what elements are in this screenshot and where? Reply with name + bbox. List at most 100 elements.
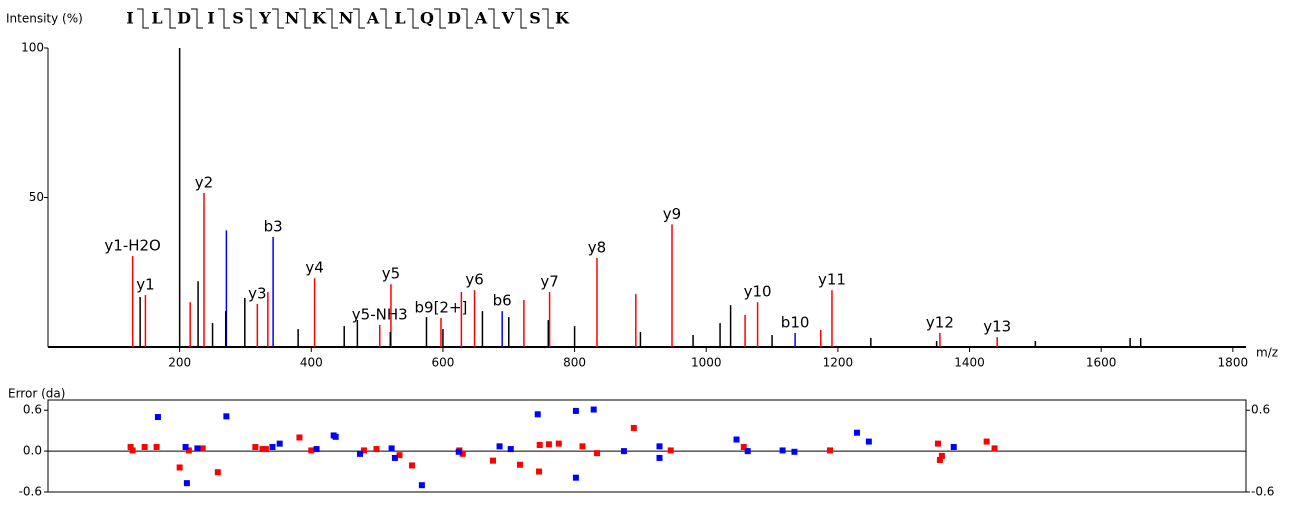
sequence-residue: K: [555, 9, 570, 28]
error-point: [791, 448, 798, 455]
error-point: [223, 413, 230, 420]
sequence-residue: D: [447, 9, 461, 28]
sequence-residue: S: [529, 9, 541, 28]
sequence-residue: L: [151, 9, 162, 28]
sequence-residue: N: [285, 9, 300, 28]
y-tick-label: 0.6: [23, 403, 42, 417]
cleavage-marker: [407, 8, 419, 29]
x-tick-label: 1600: [1086, 356, 1117, 370]
error-point: [991, 445, 998, 452]
sequence-residue: A: [474, 9, 488, 28]
x-tick-label: 200: [168, 356, 191, 370]
x-tick-label: 800: [563, 356, 586, 370]
error-point: [154, 414, 161, 421]
error-point: [360, 447, 367, 454]
error-point: [630, 424, 637, 431]
error-point: [388, 445, 395, 452]
error-point: [779, 447, 786, 454]
error-point: [934, 440, 941, 447]
sequence-residue: S: [232, 9, 244, 28]
sequence-residue: I: [126, 9, 133, 28]
peak-label: b6: [493, 292, 512, 310]
y2-tick-label: 0.6: [1251, 403, 1270, 417]
cleavage-marker: [272, 8, 284, 29]
peak-label: y11: [818, 271, 846, 289]
error-point: [983, 438, 990, 445]
error-point: [593, 450, 600, 457]
error-point: [667, 447, 674, 454]
cleavage-marker: [137, 8, 149, 29]
error-point: [536, 468, 543, 475]
error-point: [656, 454, 663, 461]
error-point: [185, 447, 192, 454]
error-point: [391, 454, 398, 461]
peak-label: y8: [588, 238, 606, 256]
error-point: [194, 445, 201, 452]
error-point: [936, 456, 943, 463]
cleavage-marker: [434, 8, 446, 29]
sequence-residue: A: [366, 9, 380, 28]
sequence-residue: Y: [258, 9, 271, 28]
error-point: [534, 411, 541, 418]
peak-label: y12: [926, 313, 954, 331]
error-point: [536, 441, 543, 448]
error-point: [269, 444, 276, 451]
peak-label: y4: [305, 259, 323, 277]
peak-label: b10: [781, 313, 810, 331]
error-point: [141, 444, 148, 451]
cleavage-marker: [461, 8, 473, 29]
cleavage-marker: [218, 8, 230, 29]
sequence-residue: N: [339, 9, 354, 28]
error-point: [853, 429, 860, 436]
sequence-residue: V: [501, 9, 515, 28]
peak-label: y13: [983, 318, 1011, 336]
cleavage-marker: [380, 8, 392, 29]
error-point: [183, 480, 190, 487]
peak-label: y1: [136, 275, 154, 293]
error-point: [572, 474, 579, 481]
error-point: [489, 457, 496, 464]
error-point: [396, 452, 403, 459]
error-point: [865, 438, 872, 445]
error-point: [357, 450, 364, 457]
error-point: [656, 443, 663, 450]
sequence-residue: L: [394, 9, 405, 28]
cleavage-marker: [353, 8, 365, 29]
error-point: [744, 448, 751, 455]
cleavage-marker: [245, 8, 257, 29]
error-point: [182, 444, 189, 451]
error-point: [620, 448, 627, 455]
cleavage-marker: [164, 8, 176, 29]
error-point: [572, 407, 579, 414]
error-axis-label: Error (da): [8, 387, 65, 401]
x-axis-label: m/z: [1256, 346, 1278, 360]
peak-label: y5: [382, 265, 400, 283]
cleavage-marker: [488, 8, 500, 29]
error-point: [252, 444, 259, 451]
error-point: [176, 464, 183, 471]
error-point: [259, 446, 266, 453]
error-point: [129, 447, 136, 454]
y-axis-label: Intensity (%): [6, 12, 83, 26]
error-point: [733, 436, 740, 443]
error-point: [409, 462, 416, 469]
sequence-residue: D: [177, 9, 191, 28]
error-point: [507, 446, 514, 453]
plot-frame: [47, 399, 1247, 493]
error-point: [545, 441, 552, 448]
x-tick-label: 1200: [823, 356, 854, 370]
x-tick-label: 600: [431, 356, 454, 370]
x-tick-label: 1000: [691, 356, 722, 370]
error-point: [938, 452, 945, 459]
peak-label: b9[2+]: [415, 298, 468, 316]
cleavage-marker: [299, 8, 311, 29]
peak-label: y3: [248, 284, 266, 302]
sequence-residue: K: [312, 9, 327, 28]
cleavage-marker: [542, 8, 554, 29]
cleavage-marker: [191, 8, 203, 29]
error-point: [332, 433, 339, 440]
error-point: [373, 446, 380, 453]
peak-label: y5-NH3: [352, 305, 408, 323]
error-point: [555, 440, 562, 447]
y2-tick-label: -0.6: [1251, 485, 1274, 499]
